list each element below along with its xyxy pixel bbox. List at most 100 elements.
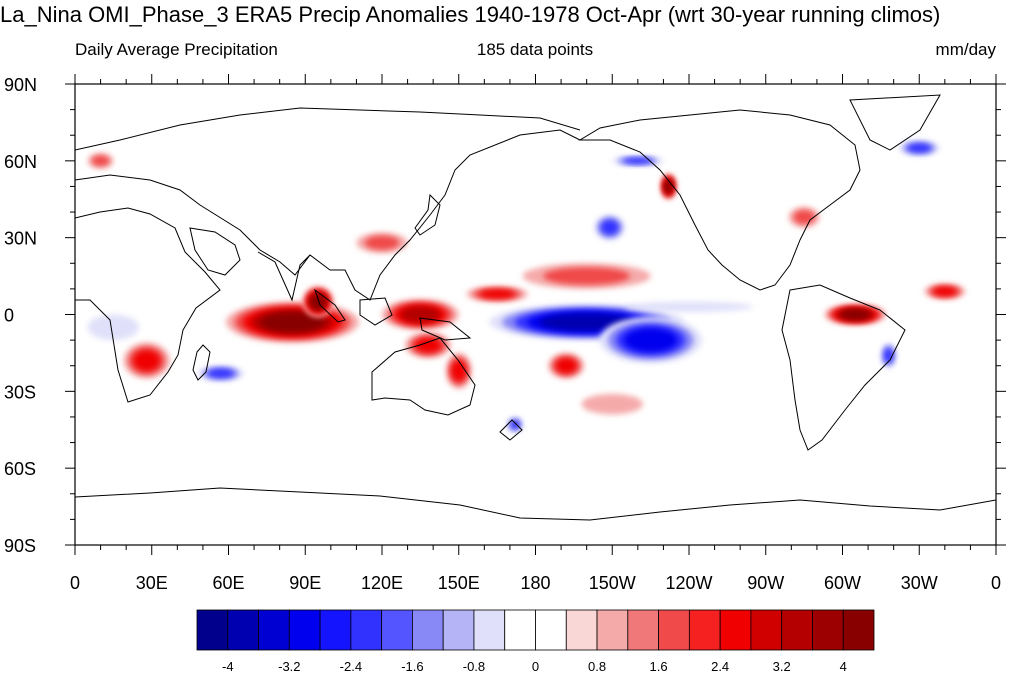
colorbar-swatch	[412, 609, 444, 651]
lon-tick-label: 150E	[438, 573, 480, 593]
colorbar-swatch	[596, 609, 629, 651]
coast-antarctica	[75, 487, 996, 521]
anomaly-alaska-wet	[660, 173, 677, 200]
coast-new-guinea	[419, 317, 472, 341]
map-axes: 90N 60N 30N 0 30S 60S 90S 0 30E 60E 90E 120E 150E 180…	[4, 74, 1006, 593]
coast-africa	[75, 207, 221, 403]
anomaly-us-east-coast-wet	[788, 206, 820, 228]
anomaly-contour	[133, 350, 160, 371]
anomaly-contour	[581, 393, 643, 415]
anomaly-madagascar-dry	[197, 365, 244, 382]
lon-tick-label: 30E	[136, 573, 168, 593]
anomaly-new-zealand-dry	[507, 416, 523, 433]
anomaly-contour	[840, 309, 871, 320]
colorbar-label: -3.2	[278, 659, 300, 674]
colorbar-label: -1.6	[401, 659, 423, 674]
anomaly-contour	[600, 220, 619, 235]
colorbar-swatch	[288, 609, 321, 651]
anomaly-maritime-continent-wet	[382, 299, 459, 330]
colorbar-swatch	[319, 609, 352, 651]
anomaly-contour	[624, 328, 677, 352]
lon-tick-label: 90W	[747, 573, 784, 593]
anomaly-contour	[260, 312, 325, 333]
anomaly-contour	[91, 155, 110, 167]
lon-tick-label: 120E	[361, 573, 403, 593]
anomaly-amazon-wet	[824, 304, 886, 325]
anomaly-north-pacific-dry	[594, 214, 626, 241]
colorbar-swatch	[504, 609, 536, 651]
colorbar-label: 0	[532, 659, 539, 674]
lon-tick-label: 120W	[665, 573, 712, 593]
lat-tick-label: 30S	[4, 382, 36, 402]
colorbar-swatch	[473, 609, 506, 651]
coast-new-zealand	[499, 419, 523, 441]
colorbar-label: -0.8	[463, 659, 485, 674]
anomaly-east-australia-wet	[445, 352, 472, 389]
anomaly-contour	[543, 267, 630, 285]
anomaly-contour	[207, 369, 234, 378]
colorbar-swatch	[781, 609, 813, 651]
coast-japan	[414, 193, 441, 236]
anomaly-contour	[451, 360, 466, 382]
anomaly-contour	[415, 337, 442, 353]
coast-south-america	[781, 284, 906, 451]
anomaly-shading	[87, 140, 966, 433]
anomaly-spcz-wet	[548, 352, 585, 379]
anomaly-south-atlantic-dry	[880, 342, 897, 369]
lon-tick-label: 0	[991, 573, 1001, 593]
colorbar-swatch	[196, 609, 229, 651]
anomaly-subtropical-pacific-wet	[581, 393, 643, 415]
lat-tick-label: 90N	[4, 75, 37, 95]
center-subtitle: 185 data points	[476, 40, 594, 59]
lat-tick-label: 90S	[4, 536, 36, 556]
coast-north-america	[578, 109, 861, 291]
anomaly-contour	[625, 301, 753, 312]
anomaly-north-pacific-wet	[522, 263, 651, 289]
plot-title: La_Nina OMI_Phase_3 ERA5 Precip Anomalie…	[0, 2, 941, 27]
lon-tick-label: 60E	[212, 573, 244, 593]
anomaly-atlantic-itcz-wet	[924, 283, 966, 300]
colorbar-label: 3.2	[773, 659, 791, 674]
colorbar-swatch	[627, 609, 659, 651]
anomaly-contour	[933, 287, 957, 296]
colorbar-swatch	[227, 609, 259, 651]
coastlines	[75, 94, 996, 521]
lon-tick-label: 60W	[824, 573, 861, 593]
anomaly-greenland-dry	[898, 140, 940, 156]
anomaly-europe-wet	[87, 153, 114, 169]
colorbar-label: 0.8	[588, 659, 606, 674]
colorbar-swatch	[842, 609, 875, 651]
coast-india	[257, 251, 311, 302]
anomaly-contour	[87, 314, 139, 341]
anomaly-contour	[400, 306, 441, 323]
colorbar-swatch	[565, 609, 598, 651]
anomaly-contour	[510, 420, 520, 429]
units-label: mm/day	[935, 40, 996, 59]
anomaly-contour	[364, 235, 400, 250]
anomaly-contour	[556, 358, 577, 373]
lat-tick-label: 60N	[4, 152, 37, 172]
lon-tick-label: 90E	[289, 573, 321, 593]
colorbar-swatch	[350, 609, 383, 651]
coast-arabia	[189, 227, 241, 276]
anomaly-contour	[664, 180, 673, 193]
coast-australia	[371, 337, 476, 416]
colorbar-label: 1.6	[650, 659, 668, 674]
lon-tick-label: 180	[520, 573, 550, 593]
colorbar-label: 4	[840, 659, 847, 674]
colorbar-label: -4	[222, 659, 234, 674]
colorbar-swatch	[442, 609, 475, 651]
colorbar-swatch	[535, 609, 567, 651]
anomaly-contour	[884, 348, 893, 363]
coast-greenland	[849, 94, 941, 151]
coast-eurasia-north	[75, 107, 581, 151]
anomaly-contour	[310, 294, 326, 310]
anomaly-gulf-alaska-dry	[612, 155, 664, 166]
anomaly-west-pacific-wet	[466, 286, 528, 302]
anomaly-japan-china-wet	[356, 232, 408, 254]
colorbar-swatch	[381, 609, 413, 651]
anomaly-contour	[623, 157, 653, 164]
colorbar-swatch	[812, 609, 844, 651]
anomaly-southern-africa-dry	[87, 314, 139, 341]
